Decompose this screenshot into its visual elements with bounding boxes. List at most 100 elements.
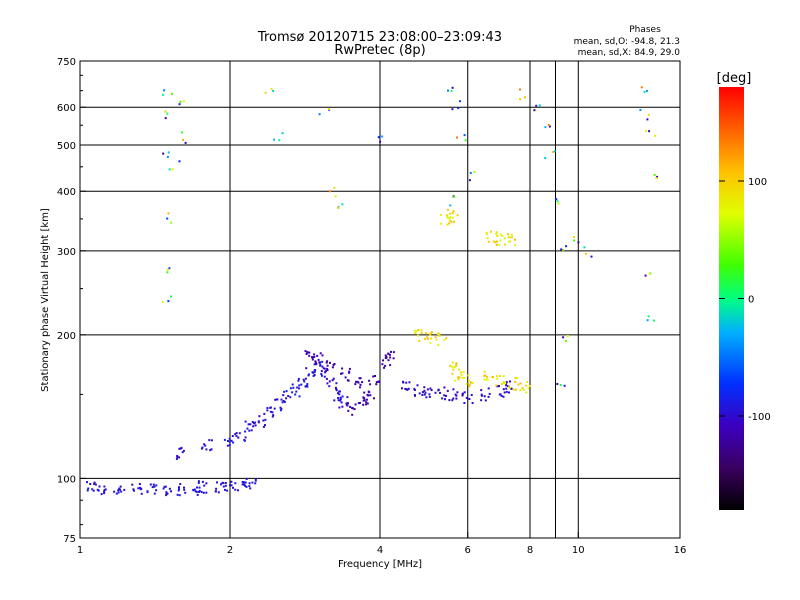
data-point-188 xyxy=(279,406,282,409)
data-point-141 xyxy=(228,444,231,447)
data-point-152 xyxy=(243,439,246,442)
data-point-105 xyxy=(234,488,237,491)
data-point-209 xyxy=(306,383,309,386)
data-point-464 xyxy=(429,333,432,336)
data-point-438 xyxy=(498,385,500,388)
data-point-294 xyxy=(332,363,335,366)
data-point-522 xyxy=(513,388,516,391)
data-point-220 xyxy=(313,369,316,372)
data-point-172 xyxy=(266,407,269,409)
data-point-159 xyxy=(244,420,247,423)
data-point-62 xyxy=(183,488,186,491)
data-point-523 xyxy=(516,377,519,380)
data-point-36 xyxy=(149,483,152,486)
data-point-525 xyxy=(508,385,511,388)
data-point-445 xyxy=(506,385,509,388)
data-point-506 xyxy=(484,374,487,377)
data-point-288 xyxy=(325,361,328,364)
data-point-155 xyxy=(249,423,252,426)
data-point-242 xyxy=(324,370,327,373)
data-point-376 xyxy=(406,388,409,391)
data-point-542 xyxy=(495,231,498,234)
data-point-582 xyxy=(446,208,449,211)
data-point-555 xyxy=(503,237,506,240)
data-point-205 xyxy=(298,384,301,387)
data-point-22 xyxy=(117,491,120,494)
data-point-254 xyxy=(339,397,342,400)
data-point-331 xyxy=(345,402,348,405)
data-point-233 xyxy=(311,371,314,374)
data-point-656 xyxy=(553,150,556,153)
data-point-61 xyxy=(184,491,187,494)
data-point-451 xyxy=(413,329,416,332)
data-point-425 xyxy=(480,394,483,397)
y-tick-label-6: 600 xyxy=(57,103,76,114)
y-tick-label-2: 200 xyxy=(57,331,76,342)
data-point-381 xyxy=(418,392,421,395)
data-point-14 xyxy=(103,490,106,493)
data-point-106 xyxy=(242,482,245,485)
data-point-396 xyxy=(443,394,446,397)
data-point-20 xyxy=(115,492,118,495)
data-point-238 xyxy=(322,367,325,370)
data-point-19 xyxy=(123,488,126,491)
data-point-595 xyxy=(171,168,174,171)
data-point-247 xyxy=(335,387,338,390)
data-point-494 xyxy=(458,368,460,371)
data-point-150 xyxy=(235,432,238,435)
chart-subtitle: RwPretec (8p) xyxy=(334,43,425,58)
data-point-529 xyxy=(517,383,520,386)
data-point-437 xyxy=(502,388,505,391)
data-point-196 xyxy=(282,394,285,397)
data-point-50 xyxy=(170,490,172,493)
data-point-344 xyxy=(375,381,378,384)
data-point-90 xyxy=(230,480,233,483)
data-point-213 xyxy=(300,383,303,386)
data-point-504 xyxy=(486,378,489,381)
data-point-225 xyxy=(315,363,318,366)
data-point-210 xyxy=(304,385,307,388)
data-point-609 xyxy=(161,300,164,303)
data-point-570 xyxy=(448,217,451,220)
data-point-255 xyxy=(335,389,338,392)
data-point-647 xyxy=(519,98,522,101)
data-point-236 xyxy=(321,365,324,368)
data-point-428 xyxy=(487,387,490,390)
data-point-434 xyxy=(502,395,505,398)
data-point-548 xyxy=(490,230,492,233)
data-point-322 xyxy=(369,394,372,397)
x-tick-label-4: 8 xyxy=(527,545,533,556)
data-point-644 xyxy=(469,172,472,174)
data-point-483 xyxy=(455,365,458,367)
data-point-619 xyxy=(327,108,330,110)
data-point-29 xyxy=(137,487,140,490)
data-point-77 xyxy=(203,484,206,487)
data-point-643 xyxy=(473,170,476,173)
data-point-2 xyxy=(86,481,88,484)
data-point-44 xyxy=(153,492,156,495)
data-point-68 xyxy=(194,490,197,493)
colorbar-ticks: 100 0 -100 xyxy=(719,177,771,423)
data-point-320 xyxy=(363,391,366,394)
data-point-132 xyxy=(210,448,213,451)
data-point-153 xyxy=(248,429,251,432)
data-point-119 xyxy=(178,456,181,459)
chart-title: Tromsø 20120715 23:08:00–23:09:43 xyxy=(257,30,502,45)
data-point-261 xyxy=(338,406,341,409)
data-point-635 xyxy=(459,100,461,103)
data-point-410 xyxy=(455,394,458,397)
data-point-109 xyxy=(245,477,248,480)
data-point-688 xyxy=(644,274,647,277)
data-point-546 xyxy=(494,241,497,244)
data-point-160 xyxy=(252,422,255,425)
data-point-394 xyxy=(423,389,426,392)
data-point-390 xyxy=(425,396,428,399)
data-point-484 xyxy=(452,368,455,371)
data-point-296 xyxy=(326,360,329,363)
data-point-16 xyxy=(100,493,103,496)
data-point-338 xyxy=(357,402,360,405)
data-point-672 xyxy=(585,252,588,255)
data-point-313 xyxy=(359,377,362,380)
data-point-668 xyxy=(563,384,566,387)
